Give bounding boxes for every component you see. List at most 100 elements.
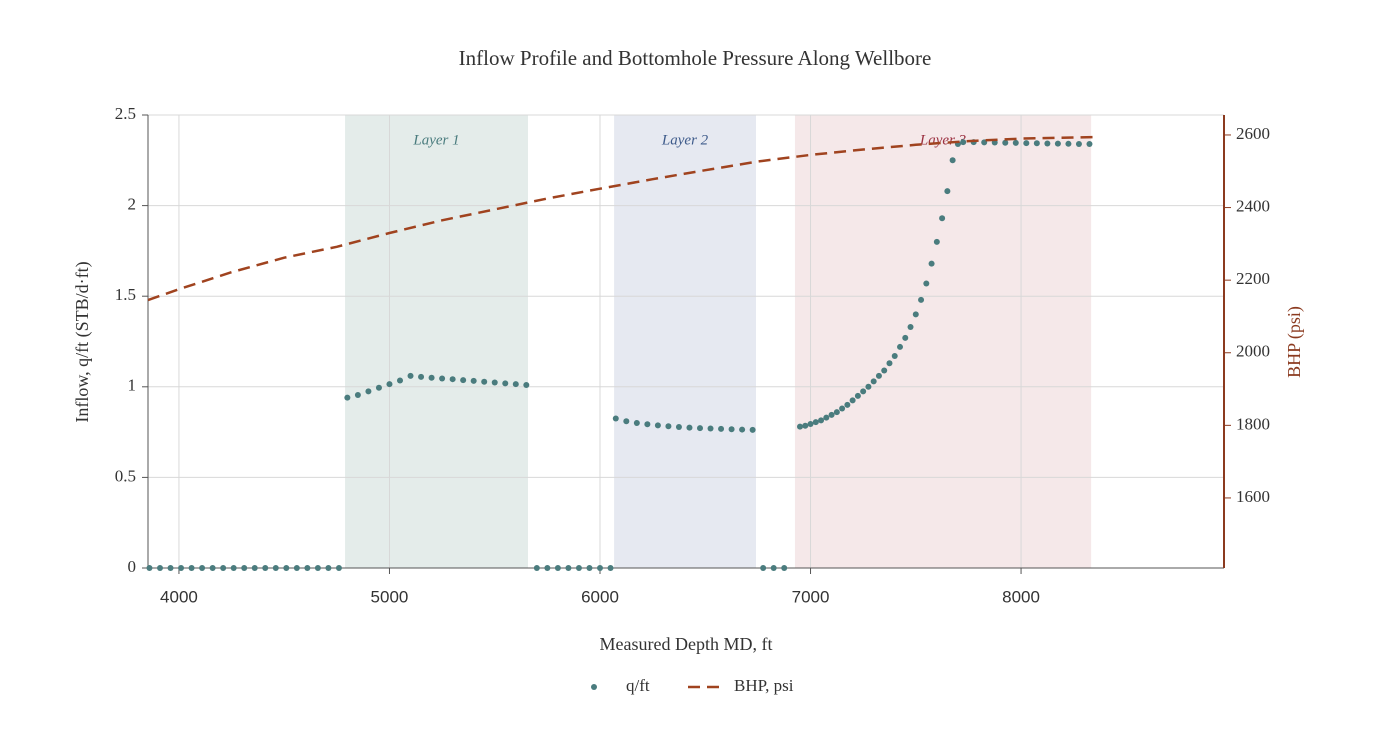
q-point xyxy=(439,375,446,382)
q-point xyxy=(918,296,925,303)
q-point xyxy=(220,565,227,571)
q-point xyxy=(886,360,893,367)
q-point xyxy=(1023,140,1030,147)
q-point xyxy=(199,565,206,571)
q-point xyxy=(491,379,498,386)
q-point xyxy=(812,419,819,426)
q-point xyxy=(933,238,940,245)
q-point xyxy=(293,565,300,571)
q-point xyxy=(304,565,311,571)
q-point xyxy=(907,324,914,331)
q-point xyxy=(375,384,382,391)
y2-tick-label: 2600 xyxy=(1236,124,1270,143)
q-point xyxy=(397,377,403,384)
q-point xyxy=(870,378,877,385)
q-point xyxy=(335,565,342,571)
y-axis-title: Inflow, q/ft (STB/d·ft) xyxy=(72,261,93,422)
q-point xyxy=(262,565,269,571)
x-tick-label: 5000 xyxy=(371,587,409,606)
legend-swatch xyxy=(591,684,597,690)
q-point xyxy=(828,411,835,418)
q-point xyxy=(833,409,840,416)
q-point xyxy=(797,423,803,430)
layer-band xyxy=(614,115,756,568)
q-point xyxy=(1075,140,1082,147)
q-point xyxy=(707,425,714,432)
y2-tick-label: 2400 xyxy=(1236,196,1270,215)
q-point xyxy=(157,565,163,571)
q-point xyxy=(325,565,332,571)
q-point xyxy=(823,414,830,421)
q-point xyxy=(686,424,693,431)
q-point xyxy=(675,424,682,431)
q-point xyxy=(749,426,756,433)
legend-label: q/ft xyxy=(626,676,650,695)
q-point xyxy=(875,372,882,379)
q-point xyxy=(544,565,551,571)
q-point xyxy=(807,420,814,427)
q-point xyxy=(623,418,630,425)
q-point xyxy=(230,565,237,571)
q-point xyxy=(818,417,825,424)
legend-label: BHP, psi xyxy=(734,676,794,695)
q-point xyxy=(612,415,619,422)
y-tick-label: 0.5 xyxy=(115,466,136,485)
q-point xyxy=(944,188,951,195)
q-point xyxy=(512,381,519,388)
x-tick-label: 7000 xyxy=(792,587,830,606)
chart-title: Inflow Profile and Bottomhole Pressure A… xyxy=(459,46,932,70)
q-point xyxy=(854,392,861,399)
q-point xyxy=(633,420,640,427)
layer-label: Layer 2 xyxy=(661,132,709,148)
q-point xyxy=(251,565,258,571)
q-point xyxy=(418,373,425,380)
q-point xyxy=(586,565,593,571)
q-point xyxy=(960,139,967,146)
q-point xyxy=(470,377,477,384)
q-point xyxy=(923,280,930,287)
q-point xyxy=(697,425,703,432)
y-tick-label: 1 xyxy=(128,376,137,395)
q-point xyxy=(523,381,530,388)
q-point xyxy=(597,565,603,571)
bhp-line xyxy=(147,135,1093,302)
q-point xyxy=(718,425,725,432)
y2-tick-label: 1800 xyxy=(1236,414,1270,433)
q-point xyxy=(481,378,488,385)
q-point xyxy=(1054,140,1061,147)
q-point xyxy=(449,376,456,383)
q-point xyxy=(460,377,467,384)
q-point xyxy=(760,565,767,571)
q-point xyxy=(781,565,788,571)
y-tick-label: 0 xyxy=(128,557,137,576)
q-point xyxy=(554,565,561,571)
q-point xyxy=(891,352,898,359)
layer-band xyxy=(345,115,528,568)
q-point xyxy=(1012,139,1019,146)
q-point xyxy=(897,343,903,350)
y2-tick-label: 1600 xyxy=(1236,487,1270,506)
q-point xyxy=(575,565,582,571)
x-tick-label: 8000 xyxy=(1002,587,1040,606)
q-point xyxy=(533,565,540,571)
y2-tick-label: 2000 xyxy=(1236,342,1270,361)
q-point xyxy=(654,422,661,429)
q-point xyxy=(839,405,846,412)
q-point xyxy=(502,380,509,387)
y2-tick-label: 2200 xyxy=(1236,269,1270,288)
q-point xyxy=(844,401,851,408)
q-point xyxy=(607,565,614,571)
q-point xyxy=(365,388,372,395)
q-point xyxy=(1086,140,1093,147)
q-point xyxy=(939,215,946,222)
q-point xyxy=(283,565,290,571)
q-point xyxy=(209,565,216,571)
y-tick-label: 2.5 xyxy=(115,104,136,123)
q-point xyxy=(407,372,414,379)
q-point xyxy=(739,426,746,433)
q-point xyxy=(865,383,872,390)
q-point xyxy=(1002,139,1009,146)
x-tick-label: 4000 xyxy=(160,587,198,606)
q-point xyxy=(1033,140,1040,147)
q-point xyxy=(354,391,361,398)
